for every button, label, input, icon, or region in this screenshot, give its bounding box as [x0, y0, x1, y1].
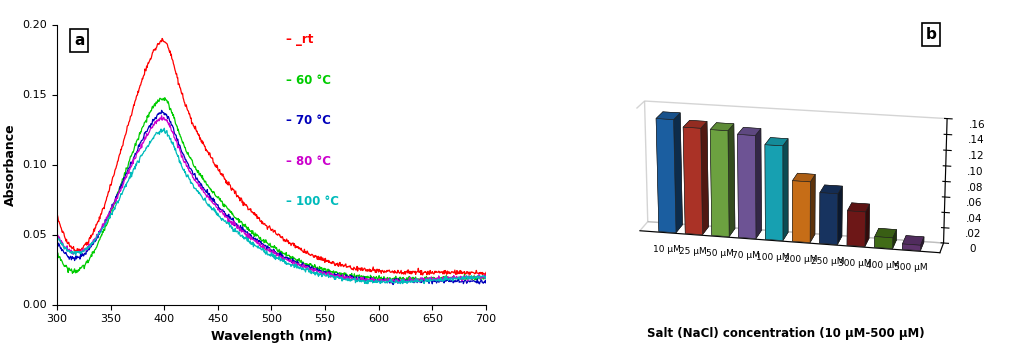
Y-axis label: Absorbance: Absorbance [4, 123, 17, 206]
Text: – 100 °C: – 100 °C [286, 195, 339, 208]
Text: Salt (NaCl) concentration (10 μM-500 μM): Salt (NaCl) concentration (10 μM-500 μM) [647, 327, 924, 340]
Text: b: b [925, 27, 937, 42]
X-axis label: Wavelength (nm): Wavelength (nm) [211, 330, 332, 343]
Text: – _rt: – _rt [286, 33, 313, 46]
Text: – 80 °C: – 80 °C [286, 155, 332, 168]
Text: – 70 °C: – 70 °C [286, 114, 331, 127]
Text: – 60 °C: – 60 °C [286, 74, 332, 86]
Text: a: a [74, 33, 85, 48]
